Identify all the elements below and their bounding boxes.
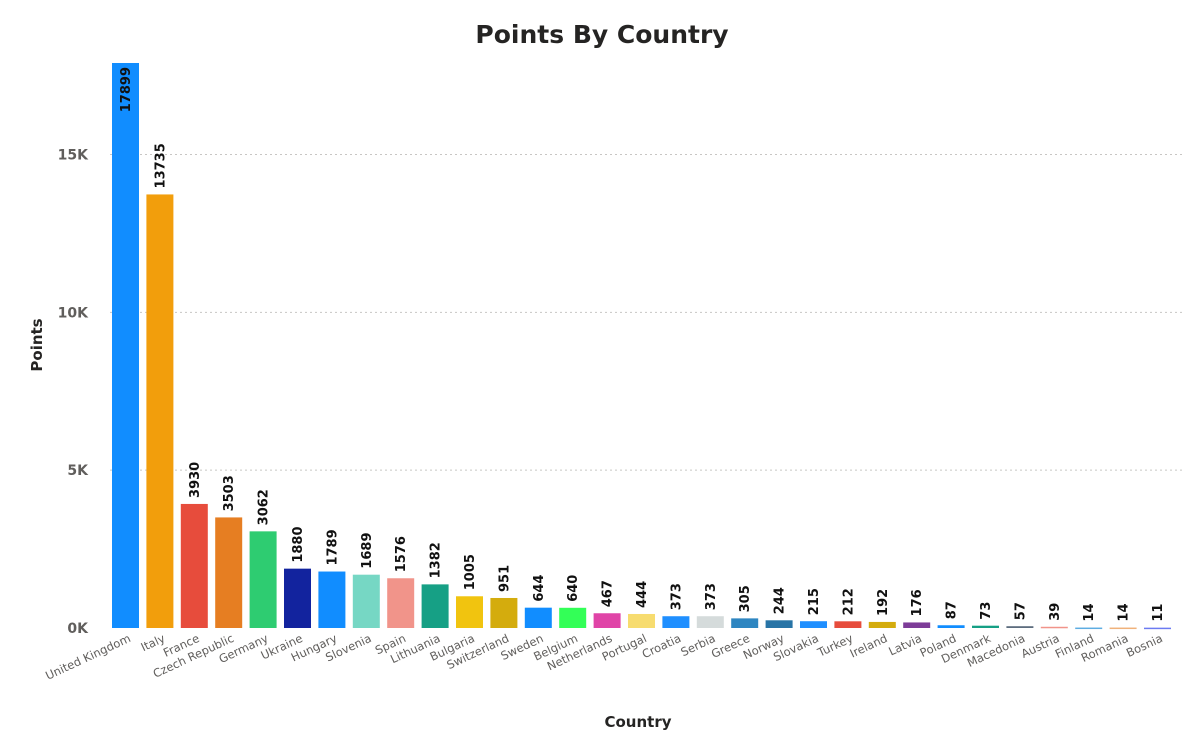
data-label: 1005 <box>463 554 478 590</box>
y-tick-label: 5K <box>67 463 89 479</box>
bar[interactable] <box>662 616 690 628</box>
data-label: 244 <box>773 587 788 614</box>
data-label: 73 <box>979 602 994 620</box>
data-label: 305 <box>738 585 753 612</box>
bar[interactable] <box>1006 626 1034 628</box>
data-label: 87 <box>945 601 960 619</box>
data-label: 3062 <box>257 489 272 525</box>
bar[interactable] <box>146 194 174 628</box>
bar[interactable] <box>318 571 346 628</box>
bar[interactable] <box>593 613 621 628</box>
bar[interactable] <box>421 584 449 628</box>
data-label: 951 <box>497 565 512 592</box>
bar[interactable] <box>731 618 759 628</box>
bar[interactable] <box>765 620 793 628</box>
y-tick-label: 0K <box>67 621 89 637</box>
bar[interactable] <box>937 625 965 628</box>
data-label: 1576 <box>394 536 409 572</box>
bar[interactable] <box>180 503 208 628</box>
bar[interactable] <box>387 578 415 628</box>
data-label: 14 <box>1117 603 1132 621</box>
data-label: 467 <box>601 580 616 607</box>
data-label: 39 <box>1048 603 1063 621</box>
x-axis-title: Country <box>604 713 671 731</box>
data-label: 1880 <box>291 526 306 562</box>
x-tick-label: United Kingdom <box>43 631 133 683</box>
x-tick-label: Turkey <box>814 631 855 660</box>
bar[interactable] <box>800 621 827 628</box>
data-label: 1382 <box>429 542 444 578</box>
bar[interactable] <box>249 531 277 628</box>
data-label: 3930 <box>188 462 203 498</box>
data-label: 640 <box>566 575 581 602</box>
data-label: 644 <box>532 575 547 602</box>
bar[interactable] <box>112 63 139 628</box>
bar[interactable] <box>1075 627 1103 630</box>
chart-title: Points By Country <box>475 20 728 49</box>
data-label: 17899 <box>119 67 134 112</box>
y-axis-ticks: 0K 5K 10K 15K <box>58 148 89 637</box>
x-tick-label: Croatia <box>640 631 683 661</box>
bar[interactable] <box>456 596 483 628</box>
y-tick-label: 10K <box>58 305 89 321</box>
data-label: 57 <box>1013 602 1028 620</box>
data-label: 373 <box>669 583 684 610</box>
x-tick-label: Bosnia <box>1124 631 1165 660</box>
bar[interactable] <box>1109 627 1137 630</box>
bar[interactable] <box>559 607 587 628</box>
y-axis-title: Points <box>28 318 46 371</box>
bar[interactable] <box>1144 627 1171 630</box>
data-label: 212 <box>841 588 856 615</box>
bars <box>112 63 1171 630</box>
bar[interactable] <box>284 568 311 628</box>
bar[interactable] <box>696 616 724 628</box>
data-labels: 17899 13735 3930 3503 3062 1880 1789 1689 1576 13… <box>119 67 1166 622</box>
bar[interactable] <box>490 597 518 628</box>
bar[interactable] <box>352 574 380 628</box>
data-label: 1689 <box>360 532 375 568</box>
data-label: 3503 <box>222 475 237 511</box>
data-label: 176 <box>910 589 925 616</box>
data-label: 192 <box>876 589 891 616</box>
data-label: 11 <box>1151 604 1166 622</box>
bar[interactable] <box>972 625 999 628</box>
data-label: 215 <box>807 588 822 615</box>
data-label: 373 <box>704 583 719 610</box>
bar[interactable] <box>215 517 243 628</box>
bar[interactable] <box>1040 626 1068 629</box>
y-tick-label: 15K <box>58 148 89 164</box>
x-tick-label: Austria <box>1019 631 1062 661</box>
x-tick-label: Latvia <box>886 631 924 658</box>
bar[interactable] <box>628 613 655 628</box>
bar[interactable] <box>834 621 862 628</box>
x-tick-label: Ireland <box>848 631 890 661</box>
bar[interactable] <box>868 621 896 628</box>
bar[interactable] <box>524 607 552 628</box>
gridlines <box>110 154 1182 471</box>
bar[interactable] <box>903 622 931 628</box>
data-label: 13735 <box>153 143 168 188</box>
data-label: 1789 <box>325 529 340 565</box>
data-label: 444 <box>635 581 650 608</box>
data-label: 14 <box>1082 603 1097 621</box>
